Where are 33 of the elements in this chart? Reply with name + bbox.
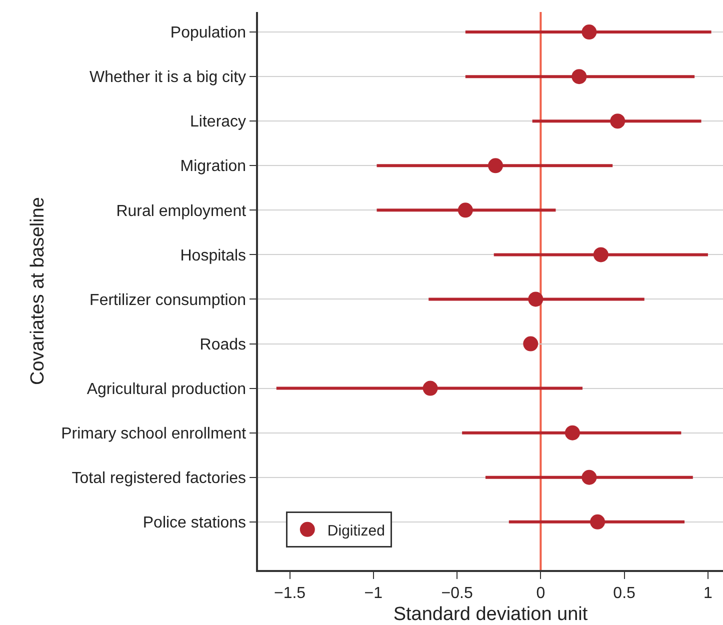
y-tick-label: Primary school enrollment [61,425,247,442]
point [572,69,587,84]
y-tick-label: Hospitals [180,247,246,264]
point [582,24,597,40]
x-tick-label: −1.5 [274,584,306,602]
point [590,514,606,530]
y-tick-label: Rural employment [116,202,247,220]
y-tick-label: Roads [200,336,246,354]
point [523,336,538,352]
y-tick-label: Agricultural production [86,380,246,398]
x-tick-label: −1 [364,584,383,602]
y-axis-title: Covariates at baseline [27,197,48,385]
x-tick-label: 0 [536,584,546,602]
y-tick-label: Population [170,24,246,42]
point [458,202,473,218]
point [582,470,597,485]
x-tick-label: 1 [703,584,712,602]
point [564,425,580,440]
x-tick-label: −0.5 [441,584,473,602]
y-tick-label: Total registered factories [72,470,246,487]
point [528,292,544,307]
y-tick-label: Literacy [190,114,246,131]
point [488,158,504,174]
point [610,114,626,129]
y-tick-label: Fertilizer consumption [90,292,246,309]
point [593,247,608,262]
x-tick-label: 0.5 [613,584,636,602]
legend-label: Digitized [327,522,385,540]
y-tick-label: Police stations [142,514,246,532]
y-tick-label: Whether it is a big city [90,69,246,86]
point [422,380,438,396]
y-tick-label: Migration [180,158,246,176]
x-axis-title: Standard deviation unit [393,604,588,625]
